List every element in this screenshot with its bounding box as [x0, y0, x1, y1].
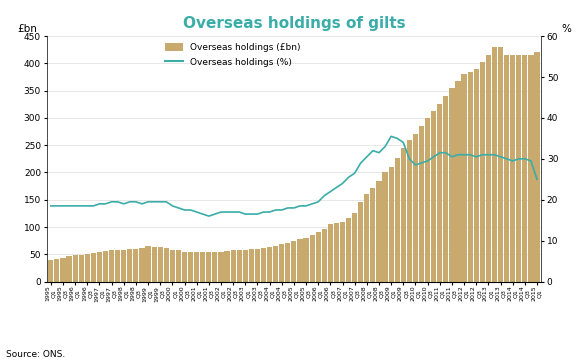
Bar [194, 252, 199, 282]
Bar [364, 194, 370, 282]
Bar [534, 52, 540, 282]
Bar [419, 126, 424, 282]
Bar [182, 252, 187, 282]
Bar [115, 250, 120, 282]
Text: %: % [561, 23, 571, 34]
Bar [437, 104, 442, 282]
Bar [315, 232, 321, 282]
Bar [431, 112, 436, 282]
Bar [267, 247, 272, 282]
Bar [206, 252, 211, 282]
Bar [443, 96, 448, 282]
Bar [249, 249, 254, 282]
Bar [273, 246, 278, 282]
Bar [328, 224, 333, 282]
Bar [170, 250, 175, 282]
Bar [164, 248, 169, 282]
Bar [146, 246, 151, 282]
Bar [322, 229, 327, 282]
Bar [407, 140, 412, 282]
Bar [395, 158, 400, 282]
Bar [188, 252, 193, 282]
Bar [449, 88, 455, 282]
Bar [127, 249, 132, 282]
Bar [225, 251, 230, 282]
Bar [346, 218, 351, 282]
Bar [48, 260, 54, 282]
Bar [425, 118, 430, 282]
Bar [261, 248, 266, 282]
Bar [230, 250, 236, 282]
Bar [237, 250, 242, 282]
Bar [91, 253, 96, 282]
Text: £bn: £bn [17, 23, 37, 34]
Title: Overseas holdings of gilts: Overseas holdings of gilts [183, 16, 405, 31]
Bar [462, 74, 467, 282]
Bar [279, 244, 285, 282]
Legend: Overseas holdings (£bn), Overseas holdings (%): Overseas holdings (£bn), Overseas holdin… [165, 43, 301, 67]
Bar [151, 247, 157, 282]
Bar [292, 241, 296, 282]
Bar [352, 213, 357, 282]
Bar [79, 255, 84, 282]
Bar [66, 256, 72, 282]
Bar [200, 252, 205, 282]
Bar [297, 239, 303, 282]
Bar [285, 243, 290, 282]
Bar [528, 55, 534, 282]
Bar [73, 255, 78, 282]
Bar [303, 238, 308, 282]
Bar [492, 47, 497, 282]
Bar [243, 250, 248, 282]
Bar [133, 249, 139, 282]
Bar [516, 55, 521, 282]
Bar [382, 173, 388, 282]
Bar [522, 55, 527, 282]
Bar [467, 71, 473, 282]
Bar [340, 222, 345, 282]
Bar [334, 223, 339, 282]
Bar [140, 248, 144, 282]
Bar [255, 249, 260, 282]
Bar [97, 252, 102, 282]
Bar [54, 259, 59, 282]
Bar [504, 55, 509, 282]
Bar [176, 251, 181, 282]
Bar [474, 69, 479, 282]
Bar [121, 250, 126, 282]
Text: Source: ONS.: Source: ONS. [6, 350, 65, 359]
Bar [158, 247, 163, 282]
Bar [389, 167, 394, 282]
Bar [218, 252, 223, 282]
Bar [109, 251, 114, 282]
Bar [212, 252, 218, 282]
Bar [456, 81, 460, 282]
Bar [510, 55, 515, 282]
Bar [480, 62, 485, 282]
Bar [61, 258, 66, 282]
Bar [310, 235, 315, 282]
Bar [103, 251, 108, 282]
Bar [401, 148, 406, 282]
Bar [486, 55, 491, 282]
Bar [413, 134, 418, 282]
Bar [85, 254, 90, 282]
Bar [358, 203, 363, 282]
Bar [498, 47, 503, 282]
Bar [377, 180, 382, 282]
Bar [370, 188, 375, 282]
